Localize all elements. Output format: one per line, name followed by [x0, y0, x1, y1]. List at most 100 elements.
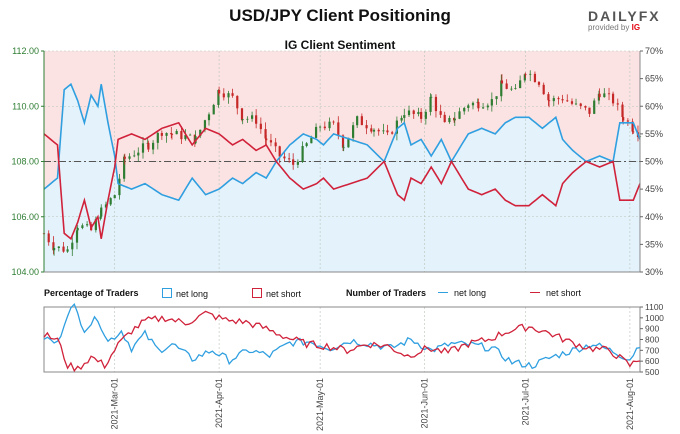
y-left-tick-label: 112.00: [12, 46, 39, 56]
legend-num-short: net short: [530, 288, 581, 298]
candle-body: [246, 118, 249, 120]
candle-body: [372, 129, 376, 132]
candle-body: [386, 130, 389, 133]
candle-body: [524, 74, 527, 76]
candle-body: [360, 116, 363, 126]
candle-body: [241, 119, 244, 121]
candle-body: [184, 135, 187, 140]
candle-body: [481, 107, 485, 109]
candle-body: [598, 93, 601, 98]
short-fill-area: [44, 51, 640, 201]
candle-body: [199, 129, 202, 137]
candle-body: [626, 120, 629, 122]
y-left-tick-label: 108.00: [11, 157, 39, 167]
candle-body: [283, 156, 286, 159]
x-tick-label: 2021-May-01: [315, 378, 325, 431]
legend-pct-long-label: net long: [176, 289, 209, 299]
candle-body: [337, 122, 340, 136]
candle-body: [113, 195, 116, 199]
candle-body: [514, 88, 517, 89]
candle-body: [403, 115, 406, 118]
y-left-tick-label: 110.00: [12, 101, 39, 111]
candle-body: [323, 126, 326, 129]
y-right-tick-label: 55%: [645, 129, 663, 139]
dailyfx-logo: DAILYFX provided by IG: [588, 8, 676, 32]
candle-body: [47, 233, 50, 243]
logo-main-text: DAILY: [588, 8, 639, 24]
candle-body: [523, 74, 526, 81]
count-tick-label: 500: [645, 367, 659, 377]
candle-body: [137, 152, 140, 156]
count-tick-label: 1000: [645, 313, 664, 323]
candle-body: [292, 159, 295, 165]
candle-body: [347, 137, 350, 148]
candle-body: [495, 96, 498, 100]
candle-body: [542, 84, 545, 95]
candle-body: [81, 225, 84, 229]
legend-num-long: net long: [438, 288, 486, 298]
count-tick-label: 1100: [645, 302, 664, 312]
candle-body: [305, 143, 308, 146]
candle-body: [240, 108, 244, 121]
candle-body: [66, 249, 69, 252]
candle-body: [382, 130, 385, 132]
legend-num-short-swatch: [530, 292, 540, 293]
x-tick-label: 2021-Aug-01: [625, 378, 635, 430]
net-short-count-line: [43, 310, 641, 373]
candle-body: [533, 73, 537, 83]
candle-body: [434, 96, 438, 112]
legend-pct-short-label: net short: [266, 289, 302, 299]
y-right-tick-label: 30%: [645, 267, 663, 277]
candles: [42, 70, 642, 257]
legend-pct-short: net short: [252, 288, 301, 299]
candle-body: [75, 230, 79, 243]
candle-body: [597, 93, 601, 101]
candle-body: [86, 224, 89, 226]
legend-num-long-swatch: [438, 292, 448, 293]
candle-body: [566, 100, 569, 102]
candle-body: [156, 132, 159, 143]
chart-subtitle: IG Client Sentiment: [284, 38, 396, 52]
candle-body: [76, 228, 79, 231]
lower-panel-frame: [43, 306, 641, 373]
count-tick-label: 600: [645, 356, 659, 366]
candle-body: [443, 114, 446, 123]
candle-body: [463, 107, 466, 112]
candle-body: [486, 105, 489, 108]
candle-body: [631, 121, 634, 132]
count-tick-label: 700: [645, 345, 659, 355]
candle-body: [269, 140, 273, 143]
candle-body: [57, 246, 60, 248]
candle-body: [274, 142, 277, 147]
candle-body: [217, 89, 220, 105]
candle-body: [123, 156, 126, 179]
count-tick-label: 900: [645, 324, 659, 334]
candle-body: [519, 80, 522, 89]
candle-body: [53, 247, 56, 251]
candle-body: [412, 110, 415, 115]
candle-body: [430, 96, 433, 98]
candle-body: [453, 118, 456, 121]
candle-body: [180, 131, 183, 140]
candle-body: [264, 129, 267, 139]
candle-body: [118, 178, 121, 196]
candle-body: [332, 121, 335, 123]
candle-body: [365, 125, 368, 129]
y-right-tick-label: 40%: [645, 212, 663, 222]
net-long-count-line: [43, 303, 641, 370]
candle-body: [128, 156, 131, 159]
candle-body: [420, 111, 423, 119]
y-left-tick-label: 104.00: [11, 267, 39, 277]
candle-body: [109, 198, 112, 205]
candle-body: [100, 207, 103, 217]
candle-body: [557, 98, 560, 100]
x-tick-label: 2021-Mar-01: [110, 378, 120, 430]
candle-body: [207, 114, 211, 121]
y-right-tick-label: 60%: [645, 101, 663, 111]
candle-body: [471, 102, 475, 106]
candle-body: [310, 137, 313, 144]
candle-body: [377, 129, 380, 132]
candle-body: [227, 93, 230, 98]
candle-body: [574, 103, 578, 105]
